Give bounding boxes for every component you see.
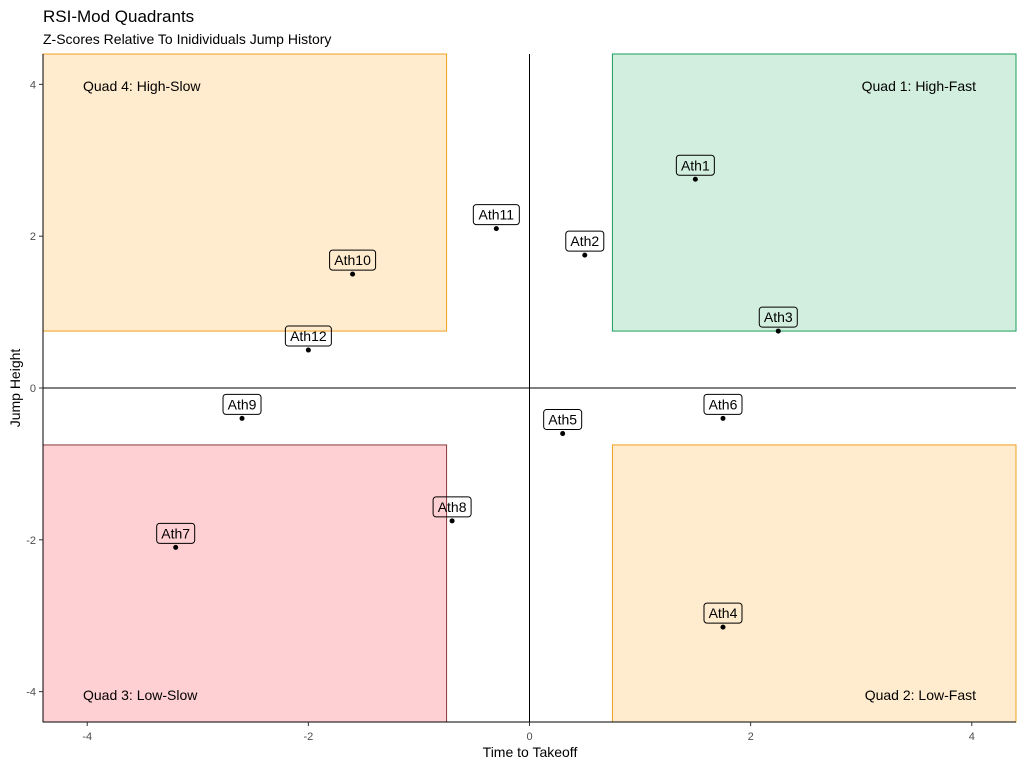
- point-label-box: [703, 602, 743, 624]
- point-label-box: [675, 154, 715, 176]
- chart-title: RSI-Mod Quadrants: [43, 7, 194, 26]
- point-label: Ath10: [334, 252, 371, 268]
- point-label-box: [432, 496, 472, 518]
- point-label: Ath5: [548, 412, 577, 428]
- y-tick-label: -4: [26, 687, 36, 699]
- point-label-box: [565, 230, 605, 252]
- y-tick-label: 4: [30, 79, 36, 91]
- quadrant-rect: [42, 53, 448, 332]
- quadrant-label: Quad 2: Low-Fast: [865, 687, 976, 703]
- point-label: Ath8: [438, 499, 467, 515]
- quadrant-rect: [42, 444, 448, 723]
- point-label-box: [329, 249, 377, 271]
- point-label-box: [543, 409, 583, 431]
- chart-subtitle: Z-Scores Relative To Inidividuals Jump H…: [43, 31, 331, 47]
- point-label-box: [472, 204, 520, 226]
- x-tick-label: -4: [82, 731, 92, 743]
- point-label: Ath2: [570, 233, 599, 249]
- point-label-box: [758, 306, 798, 328]
- x-tick-label: -2: [303, 731, 313, 743]
- point-label: Ath1: [681, 157, 710, 173]
- quadrant-rect: [611, 53, 1017, 332]
- x-tick-label: 0: [526, 731, 532, 743]
- data-point: [560, 431, 566, 437]
- x-tick-label: 4: [969, 731, 975, 743]
- point-label: Ath4: [709, 605, 738, 621]
- data-point: [720, 624, 726, 630]
- data-point: [493, 226, 499, 232]
- quadrant-label: Quad 1: High-Fast: [862, 78, 976, 94]
- y-tick-label: 0: [30, 383, 36, 395]
- quadrant-rect: [611, 444, 1017, 723]
- point-label: Ath6: [709, 396, 738, 412]
- data-point: [720, 415, 726, 421]
- x-axis-label: Time to Takeoff: [483, 744, 578, 760]
- data-point: [305, 347, 311, 353]
- data-point: [239, 415, 245, 421]
- point-label: Ath11: [479, 207, 515, 223]
- point-label-box: [703, 393, 743, 415]
- data-point: [350, 271, 356, 277]
- point-label-box: [156, 522, 196, 544]
- point-label-box: [284, 325, 332, 347]
- data-point: [173, 544, 179, 550]
- data-point: [582, 252, 588, 258]
- data-point: [449, 518, 455, 524]
- data-point: [692, 176, 698, 182]
- data-point: [775, 328, 781, 334]
- point-label-box: [222, 393, 262, 415]
- point-label: Ath7: [161, 525, 190, 541]
- y-axis-label: Jump Height: [7, 349, 23, 428]
- quadrant-label: Quad 3: Low-Slow: [83, 687, 198, 703]
- y-tick-label: 2: [30, 231, 36, 243]
- x-tick-label: 2: [748, 731, 754, 743]
- point-label: Ath9: [228, 396, 257, 412]
- point-label: Ath12: [290, 328, 327, 344]
- y-tick-label: -2: [26, 535, 36, 547]
- point-label: Ath3: [764, 309, 793, 325]
- quadrant-label: Quad 4: High-Slow: [83, 78, 201, 94]
